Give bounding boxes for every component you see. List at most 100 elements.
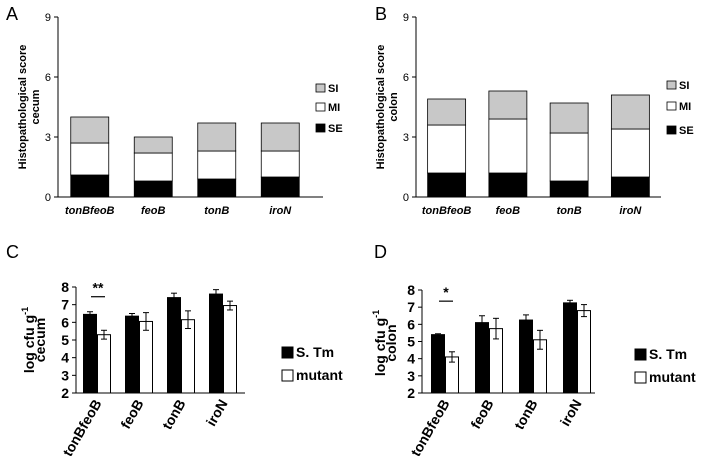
x-category-label: tonBfeoB	[422, 205, 472, 217]
bar-segment-se	[549, 180, 589, 198]
x-category-label: iroN	[557, 397, 585, 429]
y-tick-label: 5	[61, 332, 69, 348]
y-axis-label-superscript: -1	[371, 310, 381, 318]
y-axis-label: log cfu g-1colon	[371, 310, 399, 376]
panel-c: C 2 34 5 67 8 log cfu g-1cecum tonBfeoB feoB tonB…	[6, 242, 343, 459]
panel-letter: D	[374, 242, 387, 262]
bar-segment-se	[610, 176, 650, 198]
bar-wildtype	[167, 297, 181, 394]
y-tick-label: 7	[61, 297, 69, 313]
legend-label: SI	[328, 83, 338, 95]
bar-segment-si	[260, 122, 300, 152]
legend-swatch-se	[666, 125, 677, 135]
y-axis-label-line: Histopathological score	[17, 45, 29, 170]
legend-label: S. Tm	[649, 346, 687, 362]
significance-label: **	[93, 280, 104, 296]
x-category-label: feoB	[141, 205, 166, 217]
bar-segment-si	[70, 116, 110, 144]
significance-label: *	[443, 284, 449, 300]
legend-label: SE	[328, 123, 343, 135]
panel-letter: A	[6, 4, 18, 24]
bar-segment-mi	[70, 142, 110, 176]
bar-segment-se	[260, 176, 300, 198]
y-tick-label: 6	[61, 314, 69, 330]
legend-label: mutant	[649, 369, 696, 385]
bar-wildtype	[563, 302, 577, 394]
y-tick-label: 9	[45, 12, 51, 24]
legend-label: MI	[328, 102, 340, 114]
bar-mutant	[97, 334, 111, 394]
bar-segment-se	[70, 174, 110, 198]
y-tick-label: 5	[407, 334, 415, 350]
bar-segment-se	[427, 172, 467, 198]
bar-segment-mi	[549, 132, 589, 182]
bar-wildtype	[519, 319, 533, 394]
legend-swatch-wildtype	[281, 346, 294, 359]
bar-segment-mi	[197, 150, 237, 180]
y-tick-label: 4	[61, 350, 69, 366]
panel-letter: C	[6, 242, 19, 262]
y-tick-label: 4	[407, 351, 415, 367]
legend-swatch-mutant	[634, 371, 647, 384]
y-tick-label: 3	[45, 132, 51, 144]
bar-segment-mi	[610, 128, 650, 178]
legend-swatch-wildtype	[634, 348, 647, 361]
x-category-label: tonB	[159, 397, 189, 433]
legend-label: S. Tm	[296, 344, 334, 360]
bar-wildtype	[431, 334, 445, 394]
bar-segment-si	[427, 98, 467, 126]
bar-wildtype	[209, 293, 223, 394]
legend-swatch-mutant	[281, 369, 294, 382]
y-tick-label: 8	[407, 282, 415, 298]
y-axis-label: Histopathological scorececum	[17, 45, 42, 170]
y-axis-label: Histopathological scorecolon	[375, 45, 400, 170]
bar-wildtype	[475, 322, 489, 394]
legend-swatch-si	[666, 80, 677, 90]
y-tick-label: 6	[45, 72, 51, 84]
y-axis-label-line: cecum	[32, 318, 48, 362]
legend-swatch-mi	[315, 102, 326, 112]
bar-mutant	[139, 320, 153, 394]
bar-segment-mi	[427, 124, 467, 174]
legend-swatch-se	[315, 123, 326, 133]
bar-segment-mi	[133, 152, 173, 182]
y-tick-label: 9	[403, 12, 409, 24]
y-tick-label: 6	[403, 72, 409, 84]
y-axis-label-line: colon	[383, 324, 399, 361]
y-tick-label: 3	[403, 132, 409, 144]
x-category-label: tonBfeoB	[407, 397, 452, 460]
x-category-label: feoB	[117, 397, 146, 432]
x-category-label: feoB	[467, 397, 496, 432]
bar-wildtype	[125, 315, 139, 394]
y-tick-label: 8	[61, 279, 69, 295]
legend-label: mutant	[296, 367, 343, 383]
legend-label: SE	[679, 125, 694, 137]
y-tick-label: 2	[407, 385, 415, 401]
x-category-label: tonB	[511, 397, 541, 433]
y-axis-label-line: log cfu g	[372, 318, 388, 376]
y-tick-label: 0	[403, 192, 409, 204]
y-tick-label: 2	[61, 385, 69, 401]
y-tick-label: 3	[61, 367, 69, 383]
y-axis-label-line: Histopathological score	[375, 45, 387, 170]
bar-segment-mi	[488, 118, 528, 174]
x-category-label: tonB	[557, 205, 582, 217]
y-axis-label: log cfu g-1cecum	[20, 307, 48, 373]
y-axis-label-line: cecum	[30, 89, 42, 124]
x-category-label: tonB	[204, 205, 229, 217]
bar-wildtype	[83, 313, 97, 394]
legend-swatch-mi	[666, 101, 677, 111]
y-tick-label: 7	[407, 299, 415, 315]
bar-segment-si	[133, 136, 173, 154]
x-category-label: tonBfeoB	[65, 205, 115, 217]
y-tick-label: 0	[45, 192, 51, 204]
y-axis-label-line: log cfu g	[21, 315, 37, 373]
bar-mutant	[181, 319, 195, 394]
bar-mutant	[577, 310, 591, 394]
x-category-label: iroN	[203, 397, 231, 429]
y-axis-label-superscript: -1	[20, 307, 30, 315]
bar-segment-se	[133, 180, 173, 198]
bar-segment-si	[610, 94, 650, 130]
